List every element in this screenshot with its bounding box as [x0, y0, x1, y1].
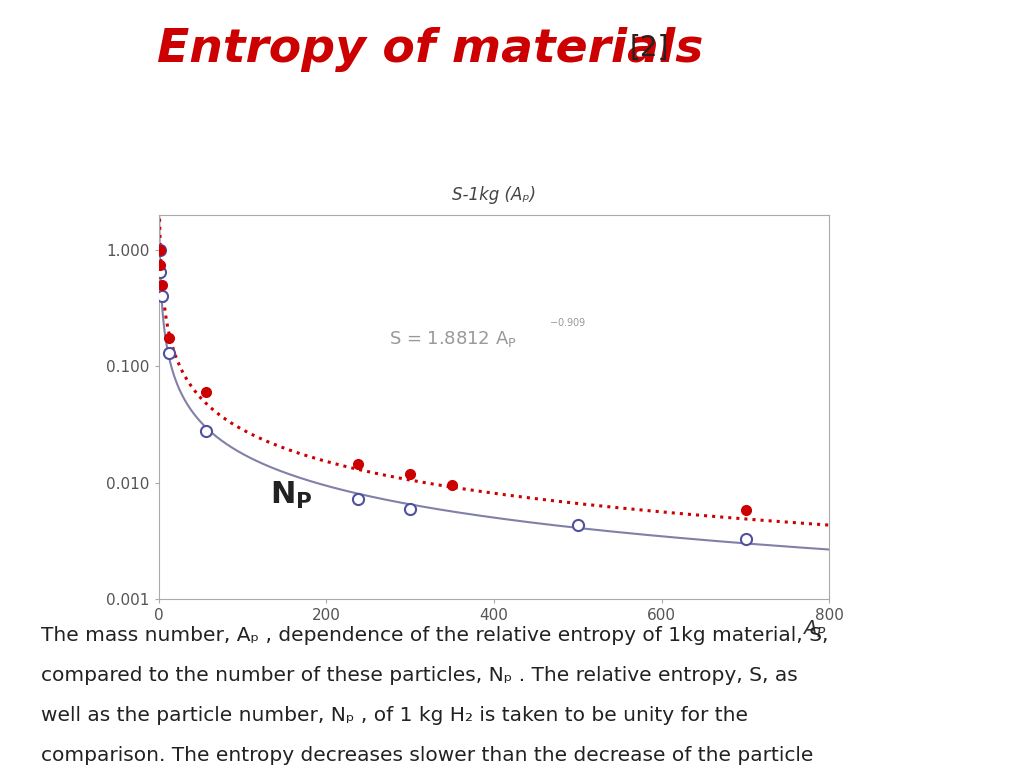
Text: compared to the number of these particles, Nₚ . The relative entropy, S, as: compared to the number of these particle…: [41, 666, 798, 685]
Text: N$_\mathregular{P}$: N$_\mathregular{P}$: [270, 480, 312, 511]
Text: A$_\mathregular{P}$: A$_\mathregular{P}$: [802, 618, 826, 640]
Text: well as the particle number, Nₚ , of 1 kg H₂ is taken to be unity for the: well as the particle number, Nₚ , of 1 k…: [41, 706, 748, 725]
Text: [2]: [2]: [630, 34, 669, 61]
Text: $^{-0.909}$: $^{-0.909}$: [549, 317, 586, 331]
Text: comparison. The entropy decreases slower than the decrease of the particle: comparison. The entropy decreases slower…: [41, 746, 813, 765]
Text: S = 1.8812 A$_\mathregular{P}$: S = 1.8812 A$_\mathregular{P}$: [389, 329, 517, 349]
Text: The mass number, Aₚ , dependence of the relative entropy of 1kg material, S,: The mass number, Aₚ , dependence of the …: [41, 626, 828, 645]
Text: Entropy of materials: Entropy of materials: [157, 28, 703, 72]
Text: S-1kg (Aₚ): S-1kg (Aₚ): [452, 186, 537, 204]
